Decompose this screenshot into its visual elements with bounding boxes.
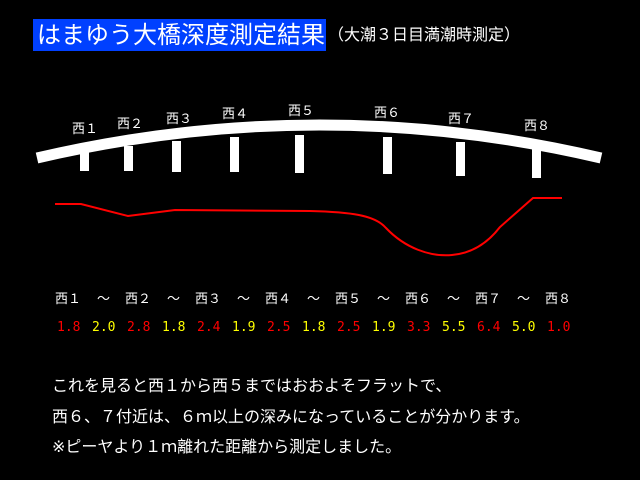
range-separator: ～: [377, 292, 391, 307]
page-subtitle: （大潮３日目満潮時測定）: [328, 25, 521, 44]
bridge-pier: [383, 137, 392, 174]
range-pier-label: 西２: [125, 292, 152, 307]
depth-value: 1.9: [232, 320, 256, 335]
bridge-piers: [80, 135, 541, 178]
range-pier-label: 西７: [475, 292, 502, 307]
title-background: [33, 19, 326, 51]
depth-value: 5.5: [442, 320, 466, 335]
depth-value: 2.4: [197, 320, 221, 335]
range-separator: ～: [167, 292, 181, 307]
depth-values-row: 1.8 2.0 2.8 1.8 2.4 1.9 2.5 1.8 2.5 1.9 3.3 5.5 6.4 5…: [0, 320, 640, 338]
pier-label: 西８: [524, 119, 551, 134]
bridge-pier: [456, 142, 465, 176]
depth-value: 1.8: [57, 320, 81, 335]
depth-value: 1.9: [372, 320, 396, 335]
pier-label: 西３: [166, 112, 193, 127]
depth-value: 1.8: [162, 320, 186, 335]
range-pier-label: 西６: [405, 292, 432, 307]
pier-range-row: 西１ ～ 西２ ～ 西３ ～ 西４ ～ 西５ ～ 西６ ～ 西７ ～ 西８: [0, 292, 640, 310]
bridge-pier: [80, 152, 89, 171]
description-note: ※ピーヤより１ｍ離れた距離から測定しました。: [52, 437, 402, 456]
range-pier-label: 西５: [335, 292, 362, 307]
range-pier-label: 西４: [265, 292, 292, 307]
pier-label: 西７: [448, 112, 475, 127]
depth-value: 2.5: [337, 320, 361, 335]
bridge-pier: [230, 137, 239, 172]
description-line-2: 西６、７付近は、６ｍ以上の深みになっていることが分かります。: [52, 407, 530, 426]
depth-value: 1.0: [547, 320, 571, 335]
range-separator: ～: [97, 292, 111, 307]
bridge-pier: [532, 148, 541, 178]
pier-label: 西６: [374, 106, 401, 121]
depth-value: 2.0: [92, 320, 116, 335]
depth-value: 5.0: [512, 320, 536, 335]
depth-value: 2.8: [127, 320, 151, 335]
range-pier-label: 西８: [545, 292, 572, 307]
range-pier-label: 西１: [55, 292, 82, 307]
page-title: はまゆう大橋深度測定結果: [37, 21, 325, 49]
pier-label: 西４: [222, 107, 249, 122]
range-separator: ～: [447, 292, 461, 307]
description-line-1: これを見ると西１から西５まではおおよそフラットで、: [52, 376, 452, 395]
bridge-pier: [172, 141, 181, 172]
range-separator: ～: [237, 292, 251, 307]
range-separator: ～: [307, 292, 321, 307]
depth-value: 3.3: [407, 320, 431, 335]
pier-label: 西１: [72, 122, 99, 137]
pier-label: 西５: [288, 104, 315, 119]
range-separator: ～: [517, 292, 531, 307]
pier-label: 西２: [117, 117, 144, 132]
range-pier-label: 西３: [195, 292, 222, 307]
bridge-pier: [295, 135, 304, 173]
depth-value: 2.5: [267, 320, 291, 335]
depth-value: 6.4: [477, 320, 501, 335]
depth-profile-line: [55, 197, 562, 257]
bridge-pier: [124, 146, 133, 171]
bridge-deck: [35, 119, 603, 164]
depth-value: 1.8: [302, 320, 326, 335]
